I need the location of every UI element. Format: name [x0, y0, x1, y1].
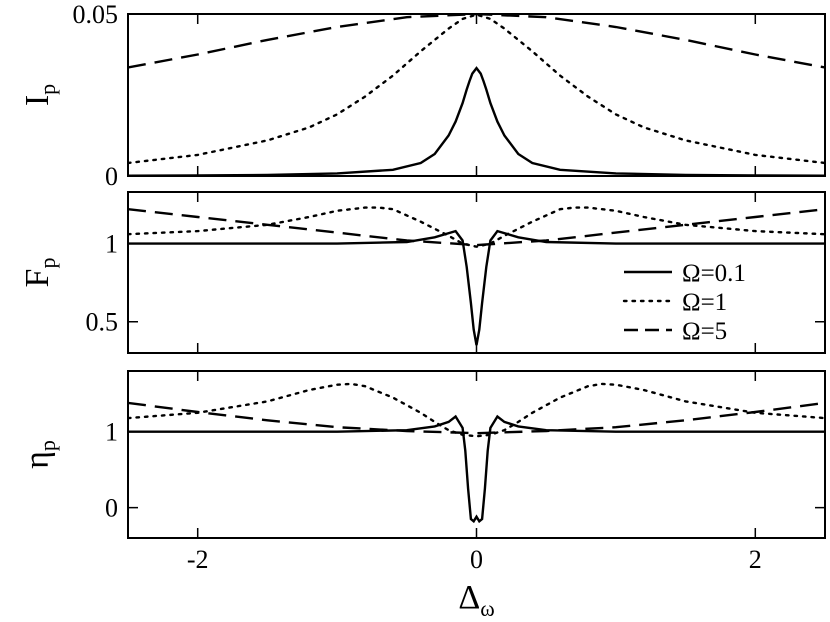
- plot-frame: [127, 13, 826, 177]
- y-axis-label: Fp: [19, 258, 60, 288]
- x-tick-label: 2: [749, 545, 762, 574]
- series-omega-5-line: [128, 401, 825, 435]
- y-tick-label: 0: [105, 494, 118, 523]
- panel-3: -2 0 2 0 1 ηp Δω: [19, 370, 826, 621]
- y-tick-label: 0.5: [86, 308, 119, 337]
- legend-label-omega-1: Ω=1: [682, 289, 727, 316]
- y-tick-label: 0.05: [73, 0, 119, 29]
- legend-label-omega-5: Ω=5: [682, 318, 727, 345]
- x-tick-label: -2: [187, 545, 209, 574]
- series-omega-5-line: [128, 208, 825, 247]
- panel-1: 0 0.05 Ip: [19, 0, 826, 191]
- legend-label-omega-0-1: Ω=0.1: [682, 260, 746, 287]
- series-omega-5-line: [128, 14, 825, 69]
- panel-2: 0.5 1 Fp Ω=0.1Ω=1Ω=5: [19, 191, 826, 354]
- x-axis-label: Δω: [458, 579, 494, 621]
- y-axis-label: Ip: [19, 84, 60, 106]
- series-omega-1-line: [128, 206, 825, 248]
- series-omega-1-line: [128, 14, 825, 165]
- plot-frame: [127, 370, 826, 539]
- y-axis-label: ηp: [19, 440, 60, 469]
- series-omega-1-line: [128, 382, 825, 438]
- y-tick-label: 1: [105, 418, 118, 447]
- series-omega-0-1-line: [128, 414, 825, 524]
- y-tick-label: 1: [105, 230, 118, 259]
- y-tick-label: 0: [105, 162, 118, 191]
- series-omega-0-1-line: [128, 66, 825, 176]
- x-tick-label: 0: [470, 545, 483, 574]
- legend: Ω=0.1Ω=1Ω=5: [622, 260, 746, 345]
